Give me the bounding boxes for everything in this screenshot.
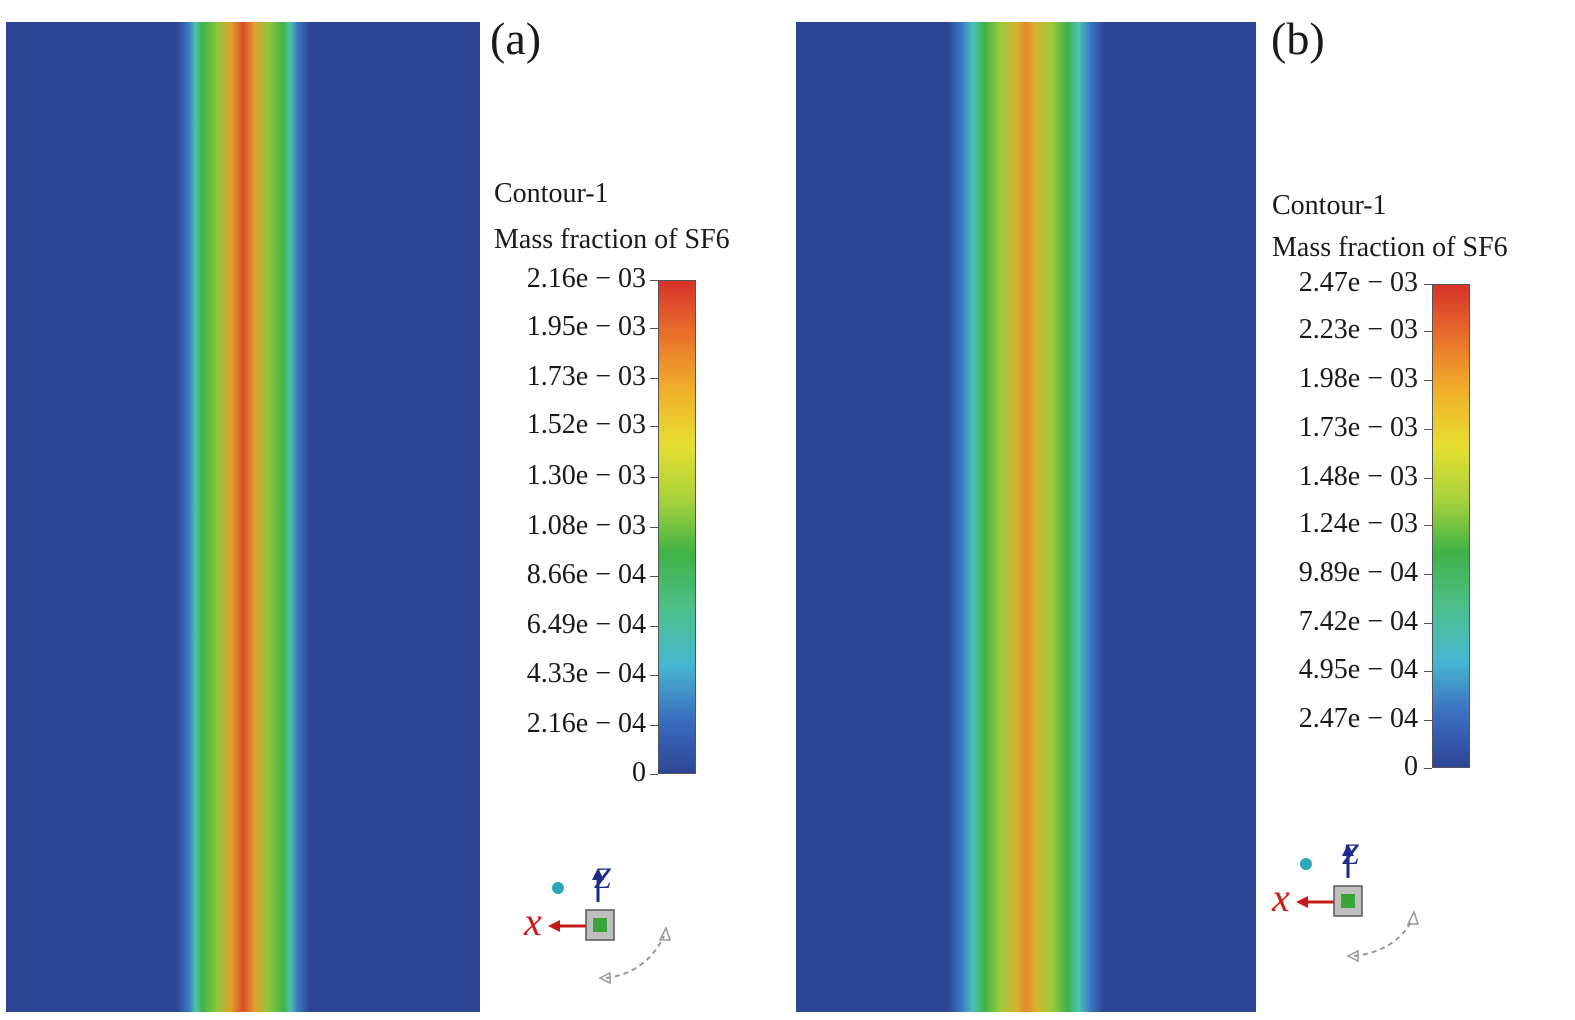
colorbar-b bbox=[1432, 284, 1470, 768]
colorbar-tick-mark bbox=[650, 724, 658, 726]
colorbar-tick-label: 1.95e − 03 bbox=[526, 311, 646, 343]
colorbar-tick-label: 1.48e − 03 bbox=[1298, 460, 1418, 492]
panel-label-b: (b) bbox=[1271, 13, 1325, 64]
colorbar-tick-label: 1.98e − 03 bbox=[1298, 363, 1418, 395]
colorbar-tick-mark bbox=[1424, 331, 1432, 333]
colorbar-tick-label: 1.24e − 03 bbox=[1298, 508, 1418, 540]
panel-a: (a) Contour-1 Mass fraction of SF6 2.16e… bbox=[6, 16, 806, 1012]
colorbar-tick-mark bbox=[650, 426, 658, 428]
colorbar-tick-label: 9.89e − 04 bbox=[1298, 557, 1418, 589]
axis-label-x-b: x bbox=[1272, 875, 1290, 920]
colorbar-tick-label: 1.30e − 03 bbox=[526, 459, 646, 491]
colorbar-tick-mark bbox=[650, 625, 658, 627]
colorbar-tick-label: 4.33e − 04 bbox=[526, 657, 646, 689]
axes-triad-graphic-a bbox=[548, 868, 672, 985]
axes-triad-graphic-b bbox=[1296, 844, 1420, 963]
axis-label-z-b: Z bbox=[1342, 838, 1359, 871]
colorbar-tick-label: 8.66e − 04 bbox=[526, 558, 646, 590]
colorbar-tick-mark bbox=[1424, 574, 1432, 576]
colorbar-tick-mark bbox=[650, 774, 658, 775]
colorbar-tick-mark bbox=[1424, 719, 1432, 721]
contour-field-a bbox=[6, 22, 480, 1012]
colorbar-tick-label: 1.73e − 03 bbox=[1298, 412, 1418, 443]
panel-b: (b) Contour-1 Mass fraction of SF6 2.47e… bbox=[796, 16, 1571, 1012]
colorbar-tick-mark bbox=[650, 575, 658, 577]
colorbar-tick-label: 1.52e − 03 bbox=[526, 409, 646, 441]
axes-triad-b: Z x bbox=[1270, 824, 1430, 974]
colorbar-tick-label: 1.73e − 03 bbox=[526, 361, 646, 393]
colorbar-tick-label: 2.47e − 04 bbox=[1298, 702, 1418, 734]
colorbar-tick-mark bbox=[650, 378, 658, 380]
colorbar-tick-label: 2.16e − 04 bbox=[526, 707, 646, 739]
legend-title-a-line2: Mass fraction of SF6 bbox=[494, 224, 730, 255]
colorbar-tick-mark bbox=[650, 527, 658, 528]
colorbar-tick-label: 2.16e − 03 bbox=[526, 263, 646, 294]
colorbar-tick-mark bbox=[1424, 380, 1432, 382]
colorbar-tick-mark bbox=[650, 280, 658, 281]
axis-label-z-a: Z bbox=[594, 862, 611, 895]
colorbar-tick-label: 2.47e − 03 bbox=[1298, 267, 1418, 298]
axes-triad-a: Z x bbox=[516, 848, 676, 998]
panel-label-a: (a) bbox=[490, 13, 542, 64]
colorbar-tick-label: 7.42e − 04 bbox=[1298, 605, 1418, 637]
colorbar-tick-mark bbox=[1424, 477, 1432, 479]
legend-title-a-line1: Contour-1 bbox=[494, 178, 609, 209]
colorbar-tick-mark bbox=[650, 328, 658, 330]
contour-field-b bbox=[796, 22, 1256, 1012]
colorbar-tick-label: 0 bbox=[1404, 751, 1418, 782]
colorbar-tick-label: 6.49e − 04 bbox=[526, 608, 646, 640]
axis-label-x-a: x bbox=[524, 899, 542, 944]
colorbar-tick-mark bbox=[650, 476, 658, 478]
colorbar-tick-label: 2.23e − 03 bbox=[1298, 314, 1418, 346]
colorbar-tick-mark bbox=[1424, 768, 1432, 769]
legend-title-b-line1: Contour-1 bbox=[1272, 190, 1387, 221]
colorbar-tick-mark bbox=[1424, 671, 1432, 672]
colorbar-tick-label: 4.95e − 04 bbox=[1298, 654, 1418, 685]
colorbar-tick-mark bbox=[1424, 284, 1432, 285]
colorbar-tick-mark bbox=[1424, 429, 1432, 430]
colorbar-a bbox=[658, 280, 696, 774]
colorbar-tick-mark bbox=[1424, 525, 1432, 527]
colorbar-tick-label: 1.08e − 03 bbox=[526, 510, 646, 541]
colorbar-tick-mark bbox=[650, 674, 658, 676]
colorbar-tick-mark bbox=[1424, 622, 1432, 624]
colorbar-tick-label: 0 bbox=[632, 757, 646, 788]
legend-title-b-line2: Mass fraction of SF6 bbox=[1272, 232, 1508, 263]
